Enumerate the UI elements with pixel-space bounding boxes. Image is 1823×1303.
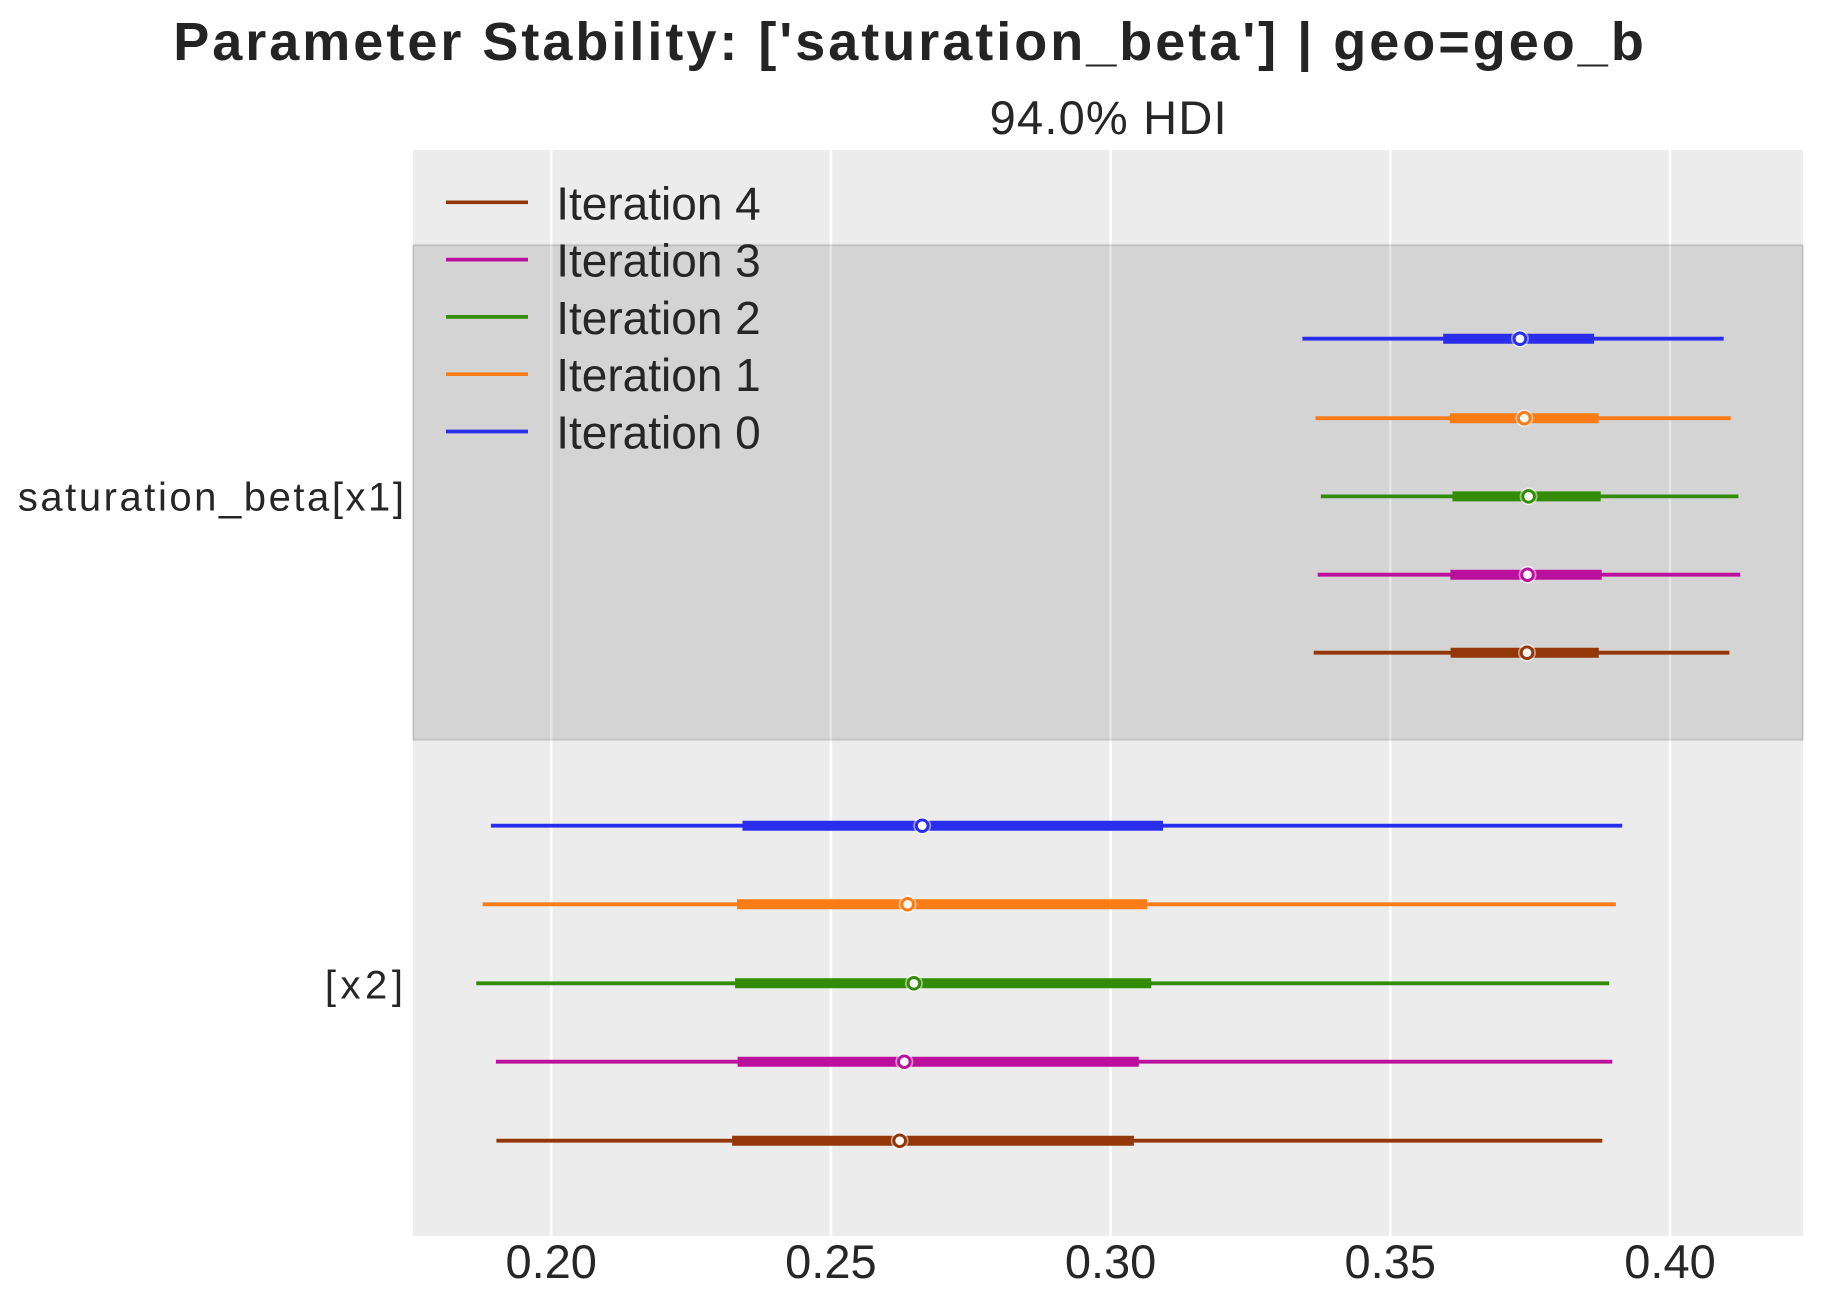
svg-text:Iteration 1: Iteration 1: [556, 349, 761, 401]
svg-text:Iteration 3: Iteration 3: [556, 235, 761, 287]
svg-text:Iteration 2: Iteration 2: [556, 292, 761, 344]
svg-text:Iteration 4: Iteration 4: [556, 177, 761, 229]
svg-text:0.40: 0.40: [1624, 1235, 1715, 1288]
svg-text:Iteration 0: Iteration 0: [556, 407, 761, 459]
svg-text:0.35: 0.35: [1345, 1235, 1436, 1288]
svg-text:[x2]: [x2]: [325, 964, 408, 1008]
svg-text:saturation_beta[x1]: saturation_beta[x1]: [18, 476, 407, 520]
svg-text:0.20: 0.20: [505, 1235, 596, 1288]
svg-text:0.30: 0.30: [1065, 1235, 1156, 1288]
svg-text:94.0% HDI: 94.0% HDI: [990, 91, 1228, 144]
svg-text:Parameter Stability: ['saturat: Parameter Stability: ['saturation_beta']…: [173, 12, 1647, 73]
svg-text:0.25: 0.25: [785, 1235, 876, 1288]
